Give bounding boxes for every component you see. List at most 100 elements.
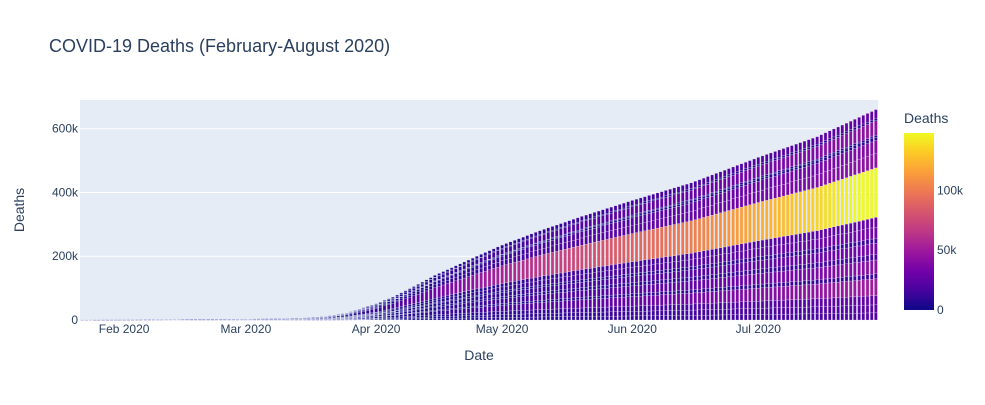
bar-segment	[522, 283, 525, 287]
bar-segment	[534, 244, 537, 245]
bar-segment	[778, 314, 781, 320]
bar-segment	[593, 286, 596, 289]
bar-segment	[744, 183, 747, 185]
bar-segment	[631, 207, 634, 215]
bar-segment	[555, 237, 558, 238]
bar-segment	[391, 312, 394, 313]
bar-segment	[593, 235, 596, 242]
bar-segment	[543, 294, 546, 300]
bar-segment	[803, 149, 806, 151]
bar-segment	[627, 283, 630, 286]
bar-segment	[643, 296, 646, 306]
bar-segment	[505, 305, 508, 311]
bar-segment	[614, 278, 617, 284]
bar-segment	[635, 286, 638, 294]
bar-segment	[711, 310, 714, 316]
bar-segment	[778, 287, 781, 301]
bar-segment	[601, 296, 604, 299]
bar-segment	[681, 304, 684, 310]
bar-segment	[379, 315, 382, 316]
bar-segment	[673, 215, 676, 224]
bar-segment	[702, 268, 705, 276]
bar-segment	[643, 306, 646, 311]
bar-segment	[526, 296, 529, 302]
bar-segment	[698, 197, 701, 198]
bar-segment	[862, 145, 865, 158]
bar-segment	[580, 297, 583, 299]
bar-segment	[543, 241, 546, 242]
bar-segment	[795, 252, 798, 256]
bar-segment	[421, 313, 424, 316]
bar-segment	[635, 282, 638, 285]
bar-segment	[702, 304, 705, 310]
bar-segment	[606, 279, 609, 285]
bar-segment	[408, 297, 411, 304]
bar-segment	[740, 263, 743, 271]
bar-segment	[463, 265, 466, 269]
bar-segment	[446, 314, 449, 316]
bar-segment	[698, 219, 701, 252]
bar-segment	[736, 172, 739, 174]
bar-segment	[412, 305, 415, 307]
bar-segment	[677, 224, 680, 255]
bar-segment	[585, 308, 588, 313]
bar-segment	[488, 315, 491, 318]
y-tick-label: 200k	[52, 249, 79, 263]
bar-segment	[790, 182, 793, 194]
bar-segment	[811, 249, 814, 253]
bar-segment	[790, 270, 793, 282]
bar-segment	[530, 314, 533, 317]
bar-segment	[694, 304, 697, 310]
bar-segment	[740, 251, 743, 259]
bar-segment	[496, 306, 499, 312]
bar-segment	[635, 316, 638, 320]
bar-segment	[744, 171, 747, 182]
bar-segment	[727, 169, 730, 175]
bar-segment	[648, 281, 651, 284]
bar-segment	[606, 225, 609, 232]
bar-segment	[820, 314, 823, 320]
bar-segment	[438, 305, 441, 306]
bar-segment	[400, 294, 403, 296]
bar-segment	[522, 249, 525, 254]
bar-segment	[740, 172, 743, 183]
bar-segment	[820, 230, 823, 239]
bar-segment	[719, 213, 722, 248]
bar-segment	[685, 315, 688, 320]
bar-segment	[853, 281, 856, 297]
bar-segment	[782, 244, 785, 253]
bar-segment	[698, 187, 701, 197]
bar-segment	[719, 303, 722, 310]
bar-segment	[723, 212, 726, 247]
x-axis-title: Date	[464, 347, 494, 363]
bar-segment	[555, 229, 558, 230]
bar-segment	[576, 298, 579, 300]
bar-segment	[530, 289, 533, 294]
bar-segment	[488, 300, 491, 305]
bar-segment	[816, 175, 819, 188]
bar-segment	[438, 315, 441, 317]
bar-segment	[732, 167, 735, 173]
bar-segment	[862, 124, 865, 126]
bar-segment	[858, 117, 861, 126]
bar-segment	[417, 310, 420, 312]
bar-segment	[408, 309, 411, 311]
bar-segment	[816, 161, 819, 164]
bar-segment	[530, 303, 533, 310]
bar-segment	[656, 219, 659, 228]
bar-segment	[853, 257, 856, 262]
bar-segment	[786, 257, 789, 266]
bar-segment	[459, 309, 462, 313]
bar-segment	[387, 310, 390, 311]
bar-segment	[627, 235, 630, 263]
bar-segment	[610, 224, 613, 231]
bar-segment	[547, 241, 550, 247]
bar-segment	[807, 314, 810, 320]
bar-segment	[761, 248, 764, 257]
bar-segment	[832, 236, 835, 246]
bar-segment	[459, 267, 462, 271]
bar-segment	[488, 254, 491, 259]
bar-segment	[677, 315, 680, 320]
bar-segment	[593, 212, 596, 217]
bar-segment	[862, 241, 865, 246]
